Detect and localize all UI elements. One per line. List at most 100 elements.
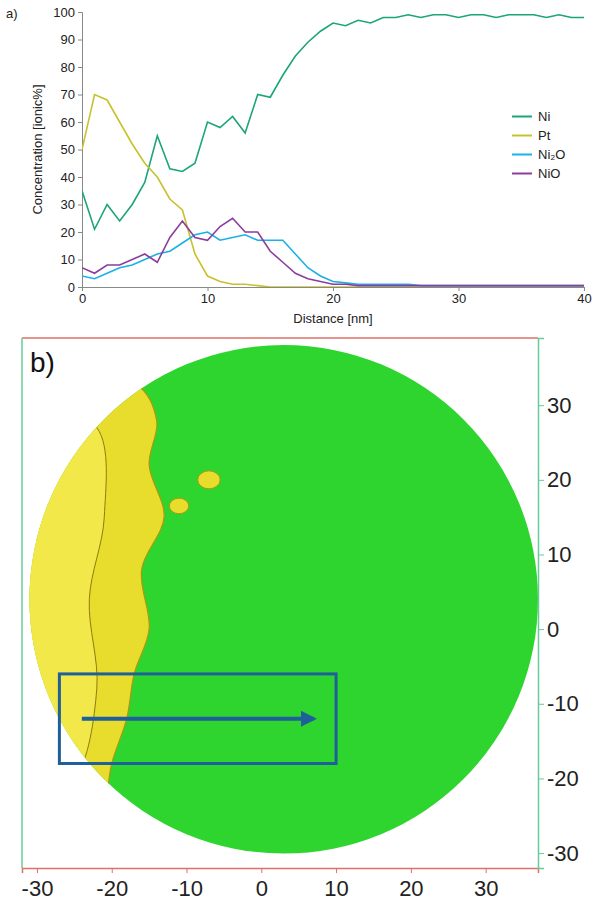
y-axis-tick: 80: [61, 60, 82, 75]
x-axis-b-tick-mark: [486, 868, 487, 873]
x-axis-tick-label: 20: [326, 291, 340, 306]
panel-a: 0 10 20 30 40 0 10 20 30 40 50 60 70 80 90 100 Distance …: [6, 5, 592, 326]
y-axis-tick: 20: [61, 225, 82, 240]
y-axis-tick-label: 100: [53, 5, 75, 20]
y-axis-b-tick-mark: [538, 405, 544, 406]
y-axis-tick-mark: [78, 40, 82, 41]
y-axis-b-tick-mark: [538, 480, 544, 481]
y-axis-tick-mark: [78, 95, 82, 96]
figure: 0102030400102030405060708090100Distance …: [0, 0, 604, 918]
lines: [82, 15, 584, 287]
y-axis-b-tick: 10: [538, 542, 571, 567]
y-axis-b-tick: -20: [538, 766, 579, 791]
y-axis-tick-label: 90: [61, 32, 75, 47]
x-axis-tick-label: 10: [201, 291, 215, 306]
legend-swatch: [512, 154, 532, 156]
y-axis-tick: 30: [61, 197, 82, 212]
series-line: [82, 95, 584, 288]
x-axis-b-tick-mark: [187, 868, 188, 873]
y-axis-tick-mark: [78, 177, 82, 178]
x-axis-b-tick: 30: [474, 868, 498, 901]
panel-b: -30 -20 -10 0 10 20 30 30 20 10 0 -10 -20 -30 b): [0, 338, 579, 901]
x-axis-b-tick-mark: [411, 868, 412, 873]
isosurface-blob: [169, 498, 188, 514]
frame-left: [21, 338, 23, 868]
y-axis-tick: 50: [61, 142, 82, 157]
y-axis-b-tick-mark: [538, 629, 544, 630]
x-axis-b-tick-label: -20: [96, 876, 128, 901]
x-axis-b-tick: 10: [324, 868, 348, 901]
legend: NiPtNi₂ONiO: [512, 109, 565, 181]
x-axis-b: -30 -20 -10 0 10 20 30: [22, 868, 539, 901]
x-axis-b-tick-label: -10: [171, 876, 203, 901]
panel-label: a): [6, 6, 18, 21]
y-axis-b: 30 20 10 0 -10 -20 -30: [538, 339, 579, 869]
legend-label: NiO: [538, 166, 560, 181]
y-axis-tick: 40: [61, 170, 82, 185]
y-axis-tick-mark: [78, 260, 82, 261]
y-axis-tick-label: 70: [61, 87, 75, 102]
y-axis-tick: 70: [61, 87, 82, 102]
series-line: [82, 232, 584, 286]
panel-label: b): [30, 347, 55, 378]
x-axis-title: Distance [nm]: [293, 311, 372, 326]
y-axis-b-tick-label: -20: [547, 766, 579, 791]
y-axis-b-tick-label: 20: [547, 467, 571, 492]
y-axis-tick-label: 10: [61, 252, 75, 267]
y-axis-tick-label: 30: [61, 197, 75, 212]
y-axis-line: [78, 13, 83, 288]
isosurface: [22, 344, 220, 868]
x-axis-tick-label: 0: [79, 291, 86, 306]
legend-label: Pt: [538, 128, 551, 143]
y-axis-b-tick-mark: [538, 554, 544, 555]
x-axis-b-tick-label: 0: [256, 876, 268, 901]
x-axis-b-tick-mark: [112, 868, 113, 873]
x-axis-tick: 40: [577, 287, 591, 306]
x-axis-tick: 20: [326, 287, 340, 306]
y-axis-tick: 90: [61, 32, 82, 47]
x-axis-tick-label: 30: [452, 291, 466, 306]
y-axis-b-tick: -10: [538, 691, 579, 716]
x-axis-b-tick-label: 30: [474, 876, 498, 901]
y-axis-tick: 60: [61, 115, 82, 130]
y-axis-tick: 0: [68, 280, 82, 295]
y-axis-b-tick-label: -30: [547, 841, 579, 866]
y-axis-tick-mark: [78, 205, 82, 206]
x-axis-b-tick-label: 10: [324, 876, 348, 901]
series-line: [82, 218, 584, 285]
profile-region: [59, 674, 336, 764]
profile-arrow: [82, 717, 314, 721]
y-axis-b-tick-mark: [538, 704, 544, 705]
isosurface-shape: [22, 344, 164, 868]
frame-top: [22, 337, 538, 339]
y-axis-b-line: [539, 339, 545, 869]
x-axis-tick: 0: [79, 287, 86, 306]
y-axis-tick-mark: [78, 122, 82, 123]
legend-swatch: [512, 135, 532, 137]
y-axis-b-tick-mark: [538, 853, 544, 854]
legend-swatch: [512, 173, 532, 175]
y-axis-b-tick: 30: [538, 393, 571, 418]
x-axis: 0 10 20 30 40: [79, 287, 592, 306]
x-axis-b-tick: -30: [22, 868, 54, 901]
y-axis: 0 10 20 30 40 50 60 70 80 90 100: [53, 5, 82, 295]
y-axis-b-tick-label: 30: [547, 393, 571, 418]
x-axis-b-tick-label: 20: [399, 876, 423, 901]
x-axis-b-tick: 0: [256, 868, 268, 901]
y-axis-tick-mark: [78, 232, 82, 233]
y-axis-title: Concentration [ionic%]: [30, 84, 45, 214]
y-axis-tick-mark: [78, 67, 82, 68]
y-axis-b-tick: 0: [538, 617, 559, 642]
y-axis-tick-label: 80: [61, 60, 75, 75]
x-axis-b-tick-mark: [37, 868, 38, 873]
x-axis-b-tick-label: -30: [22, 876, 54, 901]
y-axis-tick-mark: [78, 287, 82, 288]
y-axis-b-tick-mark: [538, 778, 544, 779]
y-axis-tick: 100: [53, 5, 82, 20]
legend-label: Ni₂O: [538, 147, 565, 162]
series-line: [82, 15, 584, 230]
reconstruction: [22, 344, 538, 868]
y-axis-b-tick-label: 0: [547, 617, 559, 642]
y-axis-tick-mark: [78, 150, 82, 151]
y-axis-b-tick-label: -10: [547, 691, 579, 716]
